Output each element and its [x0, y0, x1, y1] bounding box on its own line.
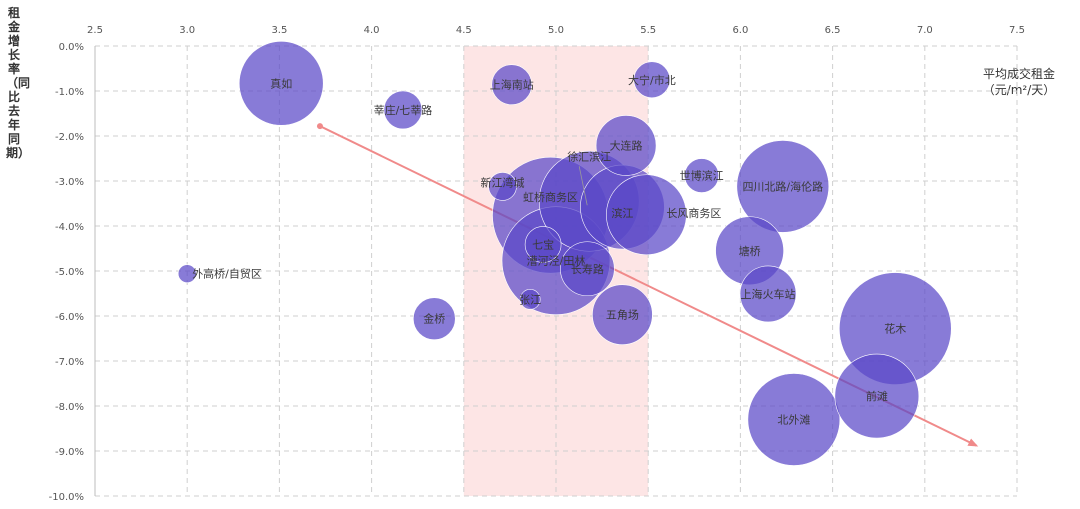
y-tick-label: -8.0% [55, 402, 84, 413]
bubble-label: 五角场 [606, 308, 639, 322]
bubble-label: 虹桥商务区 [523, 190, 578, 204]
bubble-label: 前滩 [866, 389, 888, 403]
bubble-label: 长风商务区 [666, 206, 721, 220]
bubble [684, 158, 719, 193]
bubble [412, 297, 456, 341]
bubble [383, 90, 423, 130]
bubble-label: 外高桥/自贸区 [192, 267, 262, 281]
x-tick-label: 4.0 [364, 25, 380, 36]
y-tick-label: -1.0% [55, 87, 84, 98]
bubble-label: 滨江 [611, 206, 633, 220]
bubble-label: 真如 [270, 76, 292, 90]
y-tick-label: -4.0% [55, 222, 84, 233]
bubble-label: 上海南站 [490, 78, 534, 92]
y-tick-label: -3.0% [55, 177, 84, 188]
bubble [238, 41, 324, 126]
leader-line [578, 166, 588, 206]
x-tick-label: 5.0 [548, 25, 564, 36]
bubble [834, 353, 920, 439]
x-tick-label: 7.0 [917, 25, 933, 36]
bubble-label: 莘庄/七莘路 [374, 103, 433, 117]
bubble-label: 漕河泾/田林 [527, 254, 586, 268]
x-axis-title-line1: 平均成交租金 [982, 67, 1055, 81]
bubble [606, 174, 687, 256]
bubble [736, 140, 830, 233]
x-tick-label: 6.0 [732, 25, 748, 36]
bubble-label: 世博滨江 [680, 169, 724, 183]
y-tick-label: -5.0% [55, 267, 84, 278]
bubble [633, 61, 671, 99]
x-axis-title: 平均成交租金 （元/m²/天） [964, 66, 1074, 98]
bubble-label: 长寿路 [571, 262, 604, 276]
bubble [560, 241, 615, 297]
bubble [488, 172, 517, 201]
bubble-label: 金桥 [423, 312, 445, 326]
bubble [592, 284, 653, 345]
y-tick-label: -6.0% [55, 312, 84, 323]
x-tick-label: 2.5 [87, 25, 103, 36]
y-tick-label: -7.0% [55, 357, 84, 368]
bubble-label: 大连路 [610, 138, 643, 152]
x-tick-label: 4.5 [456, 25, 472, 36]
bubble [739, 265, 797, 323]
bubble-label: 北外滩 [777, 413, 810, 427]
x-tick-label: 5.5 [640, 25, 656, 36]
bubble-label: 四川北路/海伦路 [742, 179, 823, 193]
x-tick-label: 7.5 [1009, 25, 1025, 36]
bubble [595, 115, 657, 176]
y-tick-label: -2.0% [55, 132, 84, 143]
bubble [747, 373, 841, 466]
bubble-label: 徐汇滨江 [567, 149, 611, 163]
bubble-label: 新江湾城 [481, 175, 525, 189]
x-tick-label: 6.5 [825, 25, 841, 36]
y-tick-label: 0.0% [59, 42, 84, 53]
bubble-label: 花木 [884, 323, 906, 336]
bubble-label: 塘桥 [739, 244, 761, 258]
bubble [177, 264, 197, 284]
x-tick-label: 3.0 [179, 25, 195, 36]
bubble-label: 大宁/市北 [628, 73, 676, 87]
bubble [491, 64, 533, 105]
bubble-label: 张江 [519, 293, 541, 306]
y-tick-label: -10.0% [49, 492, 84, 503]
bubble-label: 上海火车站 [741, 287, 796, 301]
bubble [519, 289, 541, 310]
bubble [524, 226, 562, 263]
x-tick-label: 3.5 [271, 25, 287, 36]
x-axis-title-line2: （元/m²/天） [982, 83, 1056, 97]
y-tick-label: -9.0% [55, 447, 84, 458]
bubble-label: 七宝 [532, 237, 554, 251]
